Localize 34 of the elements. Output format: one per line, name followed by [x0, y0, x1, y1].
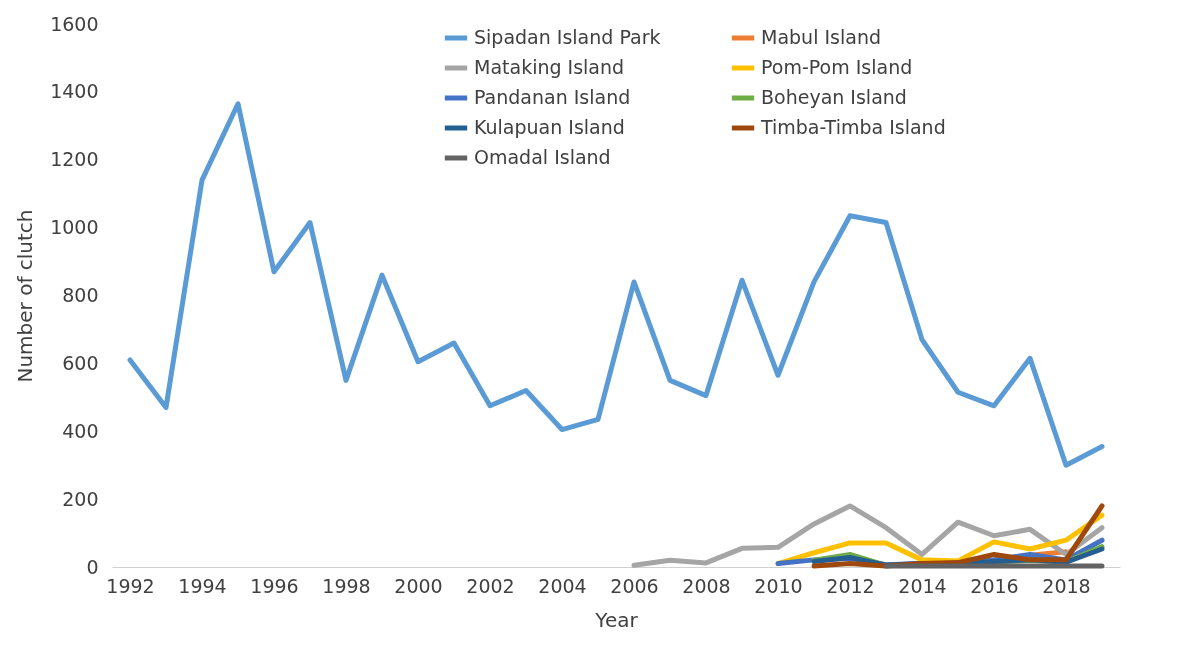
y-tick-label: 0: [86, 555, 99, 578]
y-tick-label: 1600: [50, 12, 99, 35]
legend-label: Pandanan Island: [474, 86, 631, 108]
x-tick-label: 2018: [1042, 574, 1091, 597]
y-tick-label: 200: [62, 487, 99, 510]
y-tick-label: 400: [62, 419, 99, 442]
x-tick-label: 2012: [826, 574, 875, 597]
x-tick-label: 1992: [106, 574, 155, 597]
x-tick-label: 1994: [178, 574, 227, 597]
legend-label: Omadal Island: [474, 146, 611, 168]
x-tick-label: 2000: [394, 574, 443, 597]
y-tick-label: 600: [62, 351, 99, 374]
y-tick-label: 1000: [50, 216, 99, 239]
x-tick-label: 2006: [610, 574, 659, 597]
legend-label: Pom-Pom Island: [761, 56, 913, 78]
y-tick-label: 1200: [50, 148, 99, 171]
x-tick-label: 2004: [538, 574, 587, 597]
legend-label: Mataking Island: [474, 56, 625, 78]
legend-label: Sipadan Island Park: [474, 26, 661, 48]
y-tick-label: 800: [62, 284, 99, 306]
x-tick-label: 1996: [250, 574, 299, 597]
legend-label: Mabul Island: [761, 26, 881, 48]
x-tick-label: 2016: [970, 574, 1019, 597]
legend-label: Boheyan Island: [761, 86, 907, 108]
y-tick-label: 1400: [50, 80, 99, 103]
x-tick-label: 2014: [898, 574, 947, 597]
x-axis-title: Year: [594, 607, 639, 632]
x-tick-label: 2002: [466, 574, 515, 597]
x-tick-label: 2010: [754, 574, 803, 597]
y-axis-title: Number of clutch: [13, 209, 38, 383]
x-tick-label: 2008: [682, 574, 731, 597]
legend-label: Timba-Timba Island: [760, 116, 946, 138]
x-tick-label: 1998: [322, 574, 371, 597]
legend-label: Kulapuan Island: [474, 116, 625, 138]
